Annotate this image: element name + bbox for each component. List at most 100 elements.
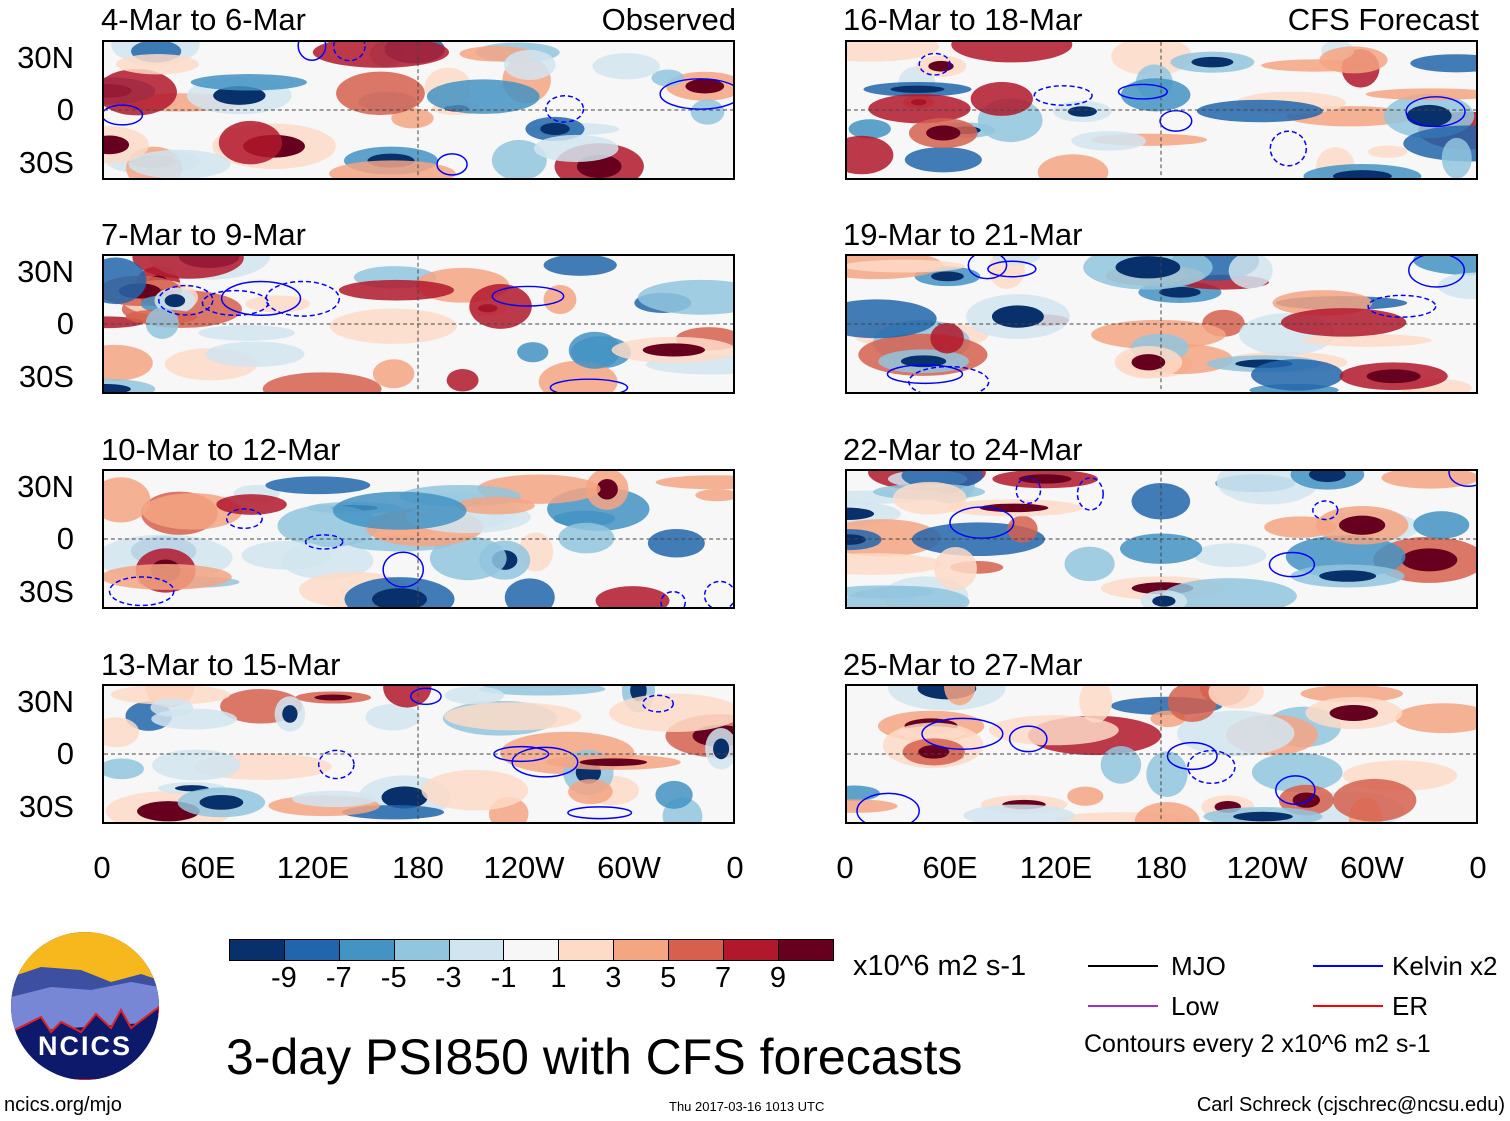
lat-label: 0	[56, 306, 74, 341]
kelvin-contour	[567, 806, 633, 820]
anomaly-shading	[655, 475, 733, 490]
anomaly-shading	[934, 546, 977, 591]
lon-label: 60W	[1340, 850, 1404, 885]
anomaly-core	[1191, 56, 1234, 68]
anomaly-shading	[104, 344, 153, 381]
anomaly-core	[847, 534, 866, 545]
anomaly-shading	[456, 496, 535, 515]
kelvin-contour	[703, 580, 733, 607]
anomaly-shading	[1064, 546, 1115, 582]
anomaly-shading	[1332, 778, 1417, 822]
anomaly-shading	[132, 256, 244, 279]
anomaly-shading	[338, 279, 455, 301]
anomaly-shading	[1167, 686, 1217, 723]
anomaly-shading	[429, 536, 507, 581]
lon-label: 180	[1135, 850, 1187, 885]
anomaly-shading	[847, 42, 940, 62]
anomaly-shading	[365, 704, 420, 731]
anomaly-shading	[150, 698, 194, 717]
colorbar-tick-label: 7	[715, 962, 732, 994]
lat-label: 30N	[17, 40, 74, 75]
colorbar-swatch	[724, 940, 779, 960]
anomaly-shading	[1134, 801, 1200, 822]
anomaly-core	[314, 694, 353, 701]
kelvin-contour	[1187, 749, 1236, 785]
kelvin-contour	[886, 364, 964, 385]
anomaly-core	[991, 305, 1044, 328]
anomaly-core	[1018, 474, 1072, 484]
anomaly-shading	[1146, 751, 1188, 797]
anomaly-core	[1159, 286, 1201, 298]
anomaly-shading	[292, 790, 377, 808]
footer-url[interactable]: ncics.org/mjo	[4, 1094, 122, 1116]
anomaly-shading	[1100, 746, 1142, 784]
anomaly-shading	[609, 693, 733, 732]
anomaly-core	[1067, 106, 1097, 117]
kelvin-contour	[659, 78, 733, 110]
kelvin-contour	[549, 378, 629, 392]
anomaly-shading	[218, 120, 283, 165]
colorbar-swatch	[778, 940, 833, 960]
anomaly-shading	[848, 119, 891, 139]
kelvin-contour	[491, 285, 565, 307]
anomaly-shading	[847, 799, 898, 813]
kelvin-contour	[1117, 83, 1168, 100]
kelvin-contour	[660, 590, 687, 607]
colorbar-tick-label: 9	[769, 962, 787, 994]
anomaly-core	[1233, 811, 1293, 822]
anomaly-shading	[930, 322, 964, 354]
anomaly-shading	[446, 369, 479, 392]
colorbar-tick-label: -5	[380, 962, 407, 994]
anomaly-shading	[1120, 78, 1191, 112]
anomaly-core	[1131, 354, 1166, 371]
colorbar-tick-label: 5	[660, 962, 677, 994]
anomaly-shading	[469, 283, 532, 329]
anomaly-core	[1329, 705, 1378, 722]
panel-title: 16-Mar to 18-Mar	[843, 2, 1083, 37]
anomaly-shading	[145, 307, 179, 339]
anomaly-shading	[504, 578, 555, 607]
kelvin-contour	[1008, 725, 1048, 753]
colorbar-swatch	[614, 940, 670, 960]
map-panel-observed-4	[102, 684, 735, 824]
kelvin-contour	[225, 508, 263, 530]
legend-label: MJO	[1171, 951, 1226, 981]
lon-label: 180	[392, 850, 444, 885]
anomaly-shading	[383, 686, 432, 708]
anomaly-shading	[265, 476, 371, 495]
panel-title: 22-Mar to 24-Mar	[843, 432, 1083, 467]
legend-label: ER	[1392, 991, 1429, 1021]
lon-label: 120E	[276, 850, 350, 885]
kelvin-contour	[332, 42, 366, 62]
kelvin-contour	[545, 95, 585, 123]
lat-label: 0	[56, 736, 74, 771]
anomaly-shading	[1079, 686, 1113, 723]
anomaly-shading	[104, 717, 140, 748]
anomaly-shading	[970, 81, 1033, 116]
figure-title: 3-day PSI850 with CFS forecasts	[226, 1029, 963, 1085]
anomaly-shading	[1365, 88, 1476, 101]
anomaly-shading	[1410, 54, 1476, 73]
panel-title: 13-Mar to 15-Mar	[101, 647, 341, 682]
anomaly-shading	[1300, 686, 1404, 703]
footer-timestamp: Thu 2017-03-16 1013 UTC	[669, 1099, 825, 1114]
anomaly-shading	[637, 279, 733, 315]
anomaly-shading	[568, 779, 613, 805]
anomaly-shading	[847, 553, 944, 575]
kelvin-contour	[1159, 109, 1193, 132]
anomaly-core	[642, 343, 706, 357]
anomaly-shading	[517, 342, 549, 363]
anomaly-shading	[1037, 154, 1109, 178]
anomaly-shading	[329, 308, 457, 344]
kelvin-contour	[201, 289, 269, 317]
colorbar-tick-label: 1	[550, 962, 567, 994]
lat-label: 30S	[18, 574, 74, 609]
kelvin-contour	[1033, 85, 1093, 106]
anomaly-shading	[1319, 46, 1388, 74]
lon-label: 0	[93, 850, 111, 885]
anomaly-shading	[116, 53, 199, 75]
anomaly-shading	[1193, 543, 1267, 568]
anomaly-core	[931, 271, 964, 282]
anomaly-core	[685, 78, 725, 94]
